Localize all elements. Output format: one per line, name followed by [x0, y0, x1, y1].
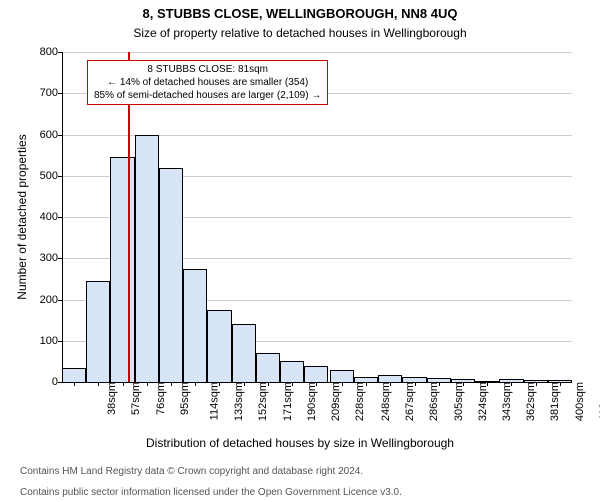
xtick-label: 171sqm	[280, 382, 294, 421]
xtick-label: 114sqm	[206, 382, 220, 420]
xtick-label: 286sqm	[426, 382, 440, 421]
footer-line1: Contains HM Land Registry data © Crown c…	[20, 466, 363, 477]
histogram-bar	[330, 370, 354, 382]
xtick-label: 419sqm	[596, 382, 600, 421]
ytick-label: 300	[40, 252, 62, 264]
histogram-chart: 8, STUBBS CLOSE, WELLINGBOROUGH, NN8 4UQ…	[0, 0, 600, 500]
ytick-label: 600	[40, 129, 62, 141]
histogram-bar	[135, 135, 159, 383]
callout-box: 8 STUBBS CLOSE: 81sqm ← 14% of detached h…	[87, 60, 328, 105]
xtick-label: 267sqm	[402, 382, 416, 421]
xtick-label: 324sqm	[475, 382, 489, 421]
xtick-label: 381sqm	[548, 382, 562, 421]
x-axis-line	[62, 382, 572, 383]
xtick-label: 95sqm	[177, 382, 191, 415]
histogram-bar	[304, 366, 328, 383]
footer-attribution: Contains HM Land Registry data © Crown c…	[0, 460, 600, 502]
histogram-bar	[159, 168, 183, 383]
xtick-label: 133sqm	[231, 382, 245, 421]
x-axis-label: Distribution of detached houses by size …	[0, 436, 600, 450]
y-axis-label: Number of detached properties	[15, 117, 29, 317]
ytick-label: 200	[40, 294, 62, 306]
callout-line1: 8 STUBBS CLOSE: 81sqm	[147, 64, 268, 75]
xtick-label: 57sqm	[128, 382, 142, 415]
ytick-label: 800	[40, 46, 62, 58]
ytick-label: 400	[40, 211, 62, 223]
xtick-label: 343sqm	[499, 382, 513, 421]
histogram-bar	[183, 269, 207, 382]
xtick-label: 152sqm	[256, 382, 270, 421]
chart-title: 8, STUBBS CLOSE, WELLINGBOROUGH, NN8 4UQ	[0, 6, 600, 21]
histogram-bar	[280, 361, 304, 382]
xtick-label: 248sqm	[378, 382, 392, 421]
xtick-label: 209sqm	[328, 382, 342, 421]
xtick-label: 76sqm	[153, 382, 167, 415]
histogram-bar	[232, 324, 256, 382]
xtick-label: 228sqm	[353, 382, 367, 421]
xtick-label: 362sqm	[523, 382, 537, 421]
gridline	[62, 52, 572, 53]
callout-line3: 85% of semi-detached houses are larger (…	[94, 90, 321, 101]
histogram-bar	[378, 375, 402, 382]
y-axis-line	[62, 52, 63, 382]
xtick-label: 400sqm	[572, 382, 586, 421]
histogram-bar	[207, 310, 231, 382]
ytick-label: 0	[52, 376, 62, 388]
histogram-bar	[62, 368, 86, 382]
xtick-label: 38sqm	[104, 382, 118, 415]
ytick-label: 500	[40, 170, 62, 182]
histogram-bar	[256, 353, 280, 382]
histogram-bar	[110, 157, 134, 382]
chart-subtitle: Size of property relative to detached ho…	[0, 26, 600, 40]
xtick-label: 190sqm	[304, 382, 318, 421]
ytick-label: 100	[40, 335, 62, 347]
footer-line2: Contains public sector information licen…	[20, 487, 402, 498]
histogram-bar	[86, 281, 110, 382]
xtick-label: 305sqm	[451, 382, 465, 421]
ytick-label: 700	[40, 87, 62, 99]
callout-line2: ← 14% of detached houses are smaller (35…	[107, 77, 308, 88]
plot-area: 010020030040050060070080038sqm57sqm76sqm…	[62, 52, 572, 382]
